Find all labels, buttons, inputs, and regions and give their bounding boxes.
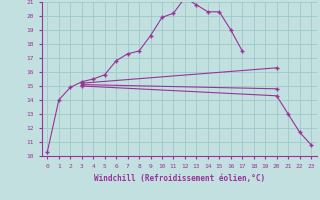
X-axis label: Windchill (Refroidissement éolien,°C): Windchill (Refroidissement éolien,°C) [94,174,265,183]
